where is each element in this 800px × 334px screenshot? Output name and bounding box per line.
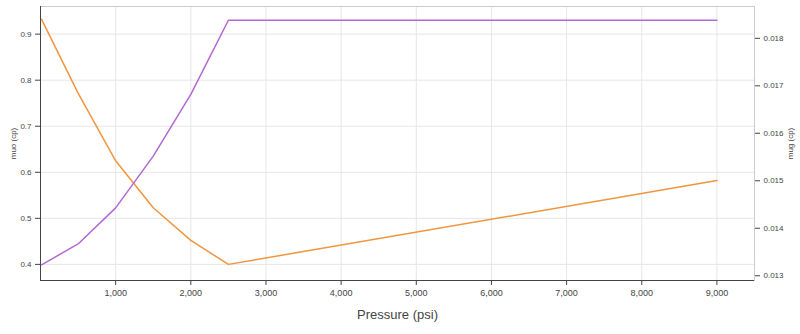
svg-text:3,000: 3,000 — [255, 288, 278, 298]
svg-text:0.7: 0.7 — [20, 122, 32, 131]
svg-text:0.015: 0.015 — [764, 176, 785, 185]
svg-text:8,000: 8,000 — [630, 288, 653, 298]
svg-text:9,000: 9,000 — [706, 288, 729, 298]
svg-text:0.014: 0.014 — [764, 224, 785, 233]
svg-text:muo (cp): muo (cp) — [9, 127, 18, 159]
svg-text:0.017: 0.017 — [764, 81, 785, 90]
svg-text:0.6: 0.6 — [20, 168, 32, 177]
svg-text:0.4: 0.4 — [20, 260, 32, 269]
svg-text:7,000: 7,000 — [555, 288, 578, 298]
svg-text:0.9: 0.9 — [20, 30, 32, 39]
svg-text:6,000: 6,000 — [480, 288, 503, 298]
svg-text:4,000: 4,000 — [330, 288, 353, 298]
svg-text:5,000: 5,000 — [405, 288, 428, 298]
svg-text:0.016: 0.016 — [764, 129, 785, 138]
svg-text:0.013: 0.013 — [764, 271, 785, 280]
svg-text:mug (cp): mug (cp) — [786, 127, 795, 159]
svg-text:0.5: 0.5 — [20, 214, 32, 223]
svg-text:1,000: 1,000 — [104, 288, 127, 298]
svg-text:Pressure (psi): Pressure (psi) — [357, 307, 438, 322]
svg-text:2,000: 2,000 — [180, 288, 203, 298]
svg-text:0.8: 0.8 — [20, 76, 32, 85]
svg-text:0.018: 0.018 — [764, 34, 785, 43]
